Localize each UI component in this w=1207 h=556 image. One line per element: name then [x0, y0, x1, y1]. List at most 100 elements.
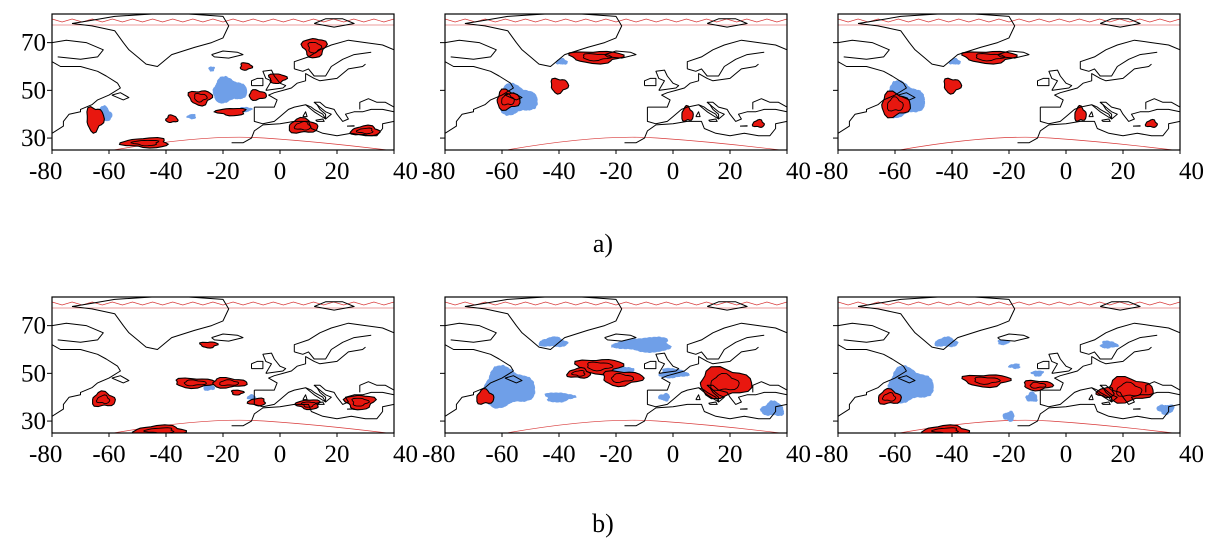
coastline [294, 335, 371, 359]
x-tick-label: -60 [485, 158, 518, 185]
x-tick-label: -80 [815, 441, 848, 468]
coastline [52, 323, 103, 342]
negative-anomaly [612, 337, 672, 353]
x-tick-label: 40 [393, 441, 418, 468]
positive-anomaly [922, 425, 970, 436]
x-tick-label: -60 [878, 441, 911, 468]
coastline [212, 334, 243, 341]
y-tick-label: 70 [21, 30, 46, 57]
x-tick-label: -60 [92, 158, 125, 185]
coastline [52, 345, 120, 429]
coastline [1102, 402, 1111, 404]
coastline [1100, 19, 1140, 27]
positive-anomaly [1024, 380, 1053, 391]
positive-anomaly [200, 342, 218, 348]
negative-anomaly [1008, 364, 1020, 369]
coastline [314, 19, 354, 27]
x-tick-label: 20 [1111, 441, 1136, 468]
x-tick-label: -20 [599, 441, 632, 468]
coastline [306, 102, 332, 119]
coastline [212, 51, 243, 58]
positive-anomaly [87, 107, 105, 134]
coastline [838, 40, 889, 59]
domain-boundary [52, 302, 394, 305]
coastline [1089, 112, 1093, 117]
x-tick-label: 0 [1060, 158, 1073, 185]
coastline [1080, 52, 1157, 76]
domain-boundary [445, 19, 787, 22]
coastline [72, 14, 229, 67]
x-tick-label: 0 [274, 158, 287, 185]
y-tick-label: 30 [21, 125, 46, 152]
coastline [656, 70, 679, 90]
x-tick-label: -40 [935, 441, 968, 468]
coastline [303, 395, 307, 400]
x-tick-label: 0 [667, 158, 680, 185]
coastline [112, 376, 129, 383]
positive-anomaly [682, 106, 693, 122]
positive-anomaly [213, 378, 247, 389]
coastline [709, 119, 718, 121]
y-tick-label: 50 [21, 77, 46, 104]
x-tick-label: 0 [274, 441, 287, 468]
negative-anomaly [949, 58, 961, 64]
x-tick-label: 20 [1111, 158, 1136, 185]
coastline [263, 353, 286, 373]
negative-anomaly [658, 393, 669, 401]
coastline [252, 361, 263, 368]
x-tick-label: -40 [149, 441, 182, 468]
x-tick-label: -80 [29, 158, 62, 185]
coastline [445, 323, 496, 342]
coastline [1080, 335, 1157, 359]
panel-frame [445, 14, 787, 150]
coastline [707, 19, 747, 27]
x-tick-label: -20 [206, 158, 239, 185]
coastline [1089, 395, 1093, 400]
positive-anomaly [269, 74, 288, 84]
coastline [1018, 404, 1181, 425]
coastline [294, 52, 371, 76]
coastline [838, 323, 889, 342]
x-tick-label: 0 [667, 441, 680, 468]
coastline [707, 302, 747, 310]
negative-anomaly [187, 114, 196, 119]
negative-anomaly [1100, 341, 1119, 349]
x-tick-label: 20 [718, 158, 743, 185]
coastline [687, 323, 787, 352]
x-tick-label: -60 [485, 441, 518, 468]
coastline [306, 385, 332, 402]
x-tick-label: 20 [718, 441, 743, 468]
x-tick-label: -40 [149, 158, 182, 185]
x-tick-label: -20 [992, 158, 1025, 185]
positive-anomaly [700, 367, 752, 399]
domain-boundary [52, 19, 394, 22]
domain-boundary [838, 302, 1180, 305]
coastline [303, 112, 307, 117]
row-label-a: a) [593, 229, 613, 258]
y-tick-label: 70 [21, 313, 46, 340]
negative-anomaly [1026, 392, 1038, 402]
positive-anomaly [214, 109, 246, 116]
coastline [294, 323, 394, 352]
domain-boundary [445, 302, 787, 305]
x-tick-label: -80 [815, 158, 848, 185]
coastline [709, 402, 718, 404]
positive-anomaly [166, 115, 179, 123]
positive-anomaly [120, 138, 169, 149]
coastline [1092, 102, 1118, 119]
y-tick-label: 30 [21, 408, 46, 435]
x-tick-label: 40 [1179, 441, 1204, 468]
positive-anomaly [1096, 387, 1114, 398]
negative-anomaly [213, 76, 247, 103]
positive-anomaly [1145, 119, 1157, 127]
coastline [687, 52, 764, 76]
coastline [1049, 70, 1072, 90]
coastline [112, 93, 129, 100]
positive-anomaly [249, 90, 266, 101]
positive-anomaly [93, 391, 116, 407]
negative-anomaly [1031, 371, 1044, 377]
coastline [1080, 323, 1180, 352]
